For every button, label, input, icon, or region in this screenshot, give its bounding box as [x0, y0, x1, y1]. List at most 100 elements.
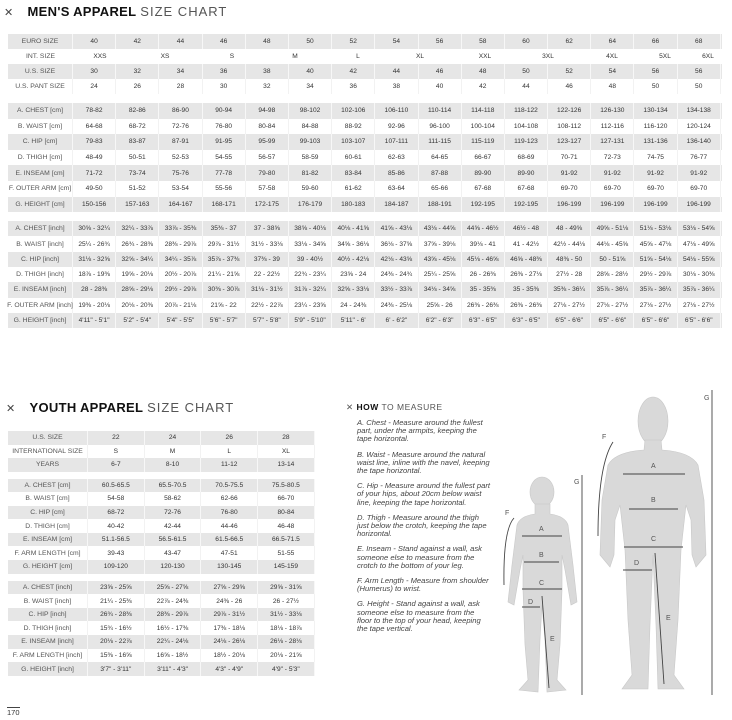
table-cell: 27⅝ - 29⅝: [201, 580, 259, 595]
table-cell: 76-77: [678, 149, 721, 166]
table-cell: 53-54: [159, 180, 203, 197]
close-icon[interactable]: ✕: [4, 7, 14, 19]
adult-label-c: C: [651, 536, 656, 543]
table-cell: 39-43: [88, 546, 145, 561]
table-cell: 102-106: [332, 103, 376, 119]
table-cell: 43-47: [145, 546, 202, 561]
table-cell: 21¼ - 21⅝: [203, 267, 246, 283]
table-cell: 42: [332, 64, 376, 79]
table-cell: 66: [634, 34, 678, 49]
table-cell: 46-48: [258, 519, 315, 533]
table-cell: 42⅛ - 43⅝: [375, 251, 419, 268]
table-cell: 37 - 38⅝: [246, 221, 289, 237]
row-label: F. OUTER ARM [cm]: [8, 180, 73, 197]
table-cell: 36⅛ - 37⅝: [375, 236, 419, 252]
close-icon[interactable]: ✕: [6, 403, 16, 415]
table-cell: 40-42: [88, 519, 145, 533]
row-label: U.S. SIZE: [8, 431, 88, 445]
row-label: F. ARM LENGTH [cm]: [8, 546, 88, 561]
row-label: YEARS: [8, 458, 88, 472]
table-cell: 33⅞ - 35⅜: [159, 221, 203, 237]
table-cell: XL: [415, 53, 425, 60]
table-cell: 38: [375, 79, 419, 94]
table-cell: 120-124: [678, 118, 721, 135]
table-cell: 26⅛ - 28⅛: [258, 635, 315, 649]
table-cell: 42-44: [145, 519, 202, 533]
table-cell: 27⅛ - 27½: [591, 297, 635, 313]
table-cell: 31⅛ - 32⅝: [73, 251, 117, 268]
table-cell: 65.5-70.5: [145, 478, 202, 493]
table-cell: 34¼ - 35⅞: [159, 251, 203, 268]
table-cell: 22½ - 22⅞: [246, 297, 289, 313]
close-icon[interactable]: ✕: [346, 402, 354, 412]
table-cell: 5'2" - 5'4": [116, 312, 160, 329]
table-cell: 22⅞ - 24⅜: [145, 594, 202, 608]
table-cell: 66.5-71.5: [258, 532, 315, 547]
adult-label-d: D: [634, 560, 639, 567]
table-cell: 192-195: [505, 196, 549, 213]
row-label: C. HIP [cm]: [8, 134, 73, 150]
table-cell: 68: [678, 34, 721, 49]
table-cell: 51-52: [116, 180, 160, 197]
table-cell: 51.1-56.5: [88, 532, 145, 547]
table-cell: 78-82: [73, 103, 117, 119]
table-cell: 50: [634, 79, 678, 94]
table-cell: 27⅛ - 27½: [634, 297, 678, 313]
table-cell: 24 - 24⅜: [332, 297, 376, 313]
table-row: F. ARM LENGTH [cm] 39-43 43-47 47-51 51-55: [8, 546, 315, 561]
row-label: U.S. PANT SIZE: [8, 79, 73, 94]
table-row: U.S. PANT SIZE 24 26 28 30 32 34 36 38 40 42 44 46 48…: [8, 79, 722, 94]
row-label: EURO SIZE: [8, 34, 73, 49]
table-cell: 91-95: [203, 134, 246, 150]
table-cell: 23⅝ - 24: [332, 267, 376, 283]
table-cell: M: [145, 444, 202, 458]
table-cell: 91-92: [591, 165, 635, 181]
row-label: A. CHEST [cm]: [8, 478, 88, 493]
table-cell: 76-80: [201, 505, 259, 520]
table-cell: 51⅝ - 54⅛: [634, 251, 678, 268]
table-cell: 46½ - 48: [505, 221, 549, 237]
table-cell: 35⅞ - 37⅜: [203, 251, 246, 268]
table-cell: 109-120: [88, 560, 145, 574]
table-cell: 58-62: [145, 492, 202, 506]
table-row: E. INSEAM [cm] 71-72 73-74 75-76 77-78 79-80 8…: [8, 165, 722, 181]
table-cell: 42: [462, 79, 505, 94]
table-cell: 26⅜ - 26⅜: [505, 297, 549, 313]
table-cell: 6'5" - 6'6": [634, 312, 678, 329]
table-cell: 28⅝ - 28½: [591, 267, 635, 283]
table-cell: 91-92: [634, 165, 678, 181]
table-cell: 49⅝ - 51⅛: [591, 221, 635, 237]
table-cell: 62: [548, 34, 592, 49]
table-cell: 80-84: [246, 118, 289, 135]
table-cell: 82-86: [116, 103, 160, 119]
table-cell: 61-62: [332, 180, 376, 197]
table-cell: 150-156: [73, 196, 117, 213]
row-label: INT. SIZE: [25, 53, 56, 60]
table-cell: 91-92: [548, 165, 592, 181]
table-row: YEARS 6-7 8-10 11-12 13-14: [8, 458, 315, 472]
table-row: A. CHEST [inch] 30⅝ - 32¼ 32¼ - 33⅞ 33⅞ - 3…: [8, 221, 722, 237]
table-row: G. HEIGHT [cm] 150-156 157-163 164-167 168-1…: [8, 196, 722, 213]
table-cell: 122-126: [548, 103, 592, 119]
table-cell: M: [292, 53, 298, 60]
table-cell: 18⅛ - 18⅞: [258, 621, 315, 636]
table-cell: 83-84: [332, 165, 376, 181]
table-cell: 64-68: [73, 118, 117, 135]
table-cell: 72-73: [591, 149, 635, 166]
table-cell: 98-102: [289, 103, 333, 119]
table-cell: 29⅞ - 31½: [203, 236, 246, 252]
table-cell: 35⅞ - 36¼: [678, 282, 721, 298]
table-cell: 69-70: [634, 180, 678, 197]
table-cell: 28⅜ - 29⅞: [145, 607, 202, 622]
table-cell: 48: [246, 34, 289, 49]
table-cell: 68-72: [116, 118, 160, 135]
table-cell: 23⅝ - 25⅝: [88, 580, 145, 595]
measure-instruction: C. Hip - Measure around the fullest part…: [357, 481, 490, 507]
row-label: E. INSEAM [inch]: [8, 282, 73, 298]
table-cell: 64: [591, 34, 635, 49]
table-cell: 6'3" - 6'5": [505, 312, 549, 329]
table-cell: 37⅝ - 39⅛: [419, 236, 462, 252]
table-cell: 95-99: [246, 134, 289, 150]
table-cell: 6'3" - 6'5": [462, 312, 505, 329]
table-cell: 62-63: [375, 149, 419, 166]
